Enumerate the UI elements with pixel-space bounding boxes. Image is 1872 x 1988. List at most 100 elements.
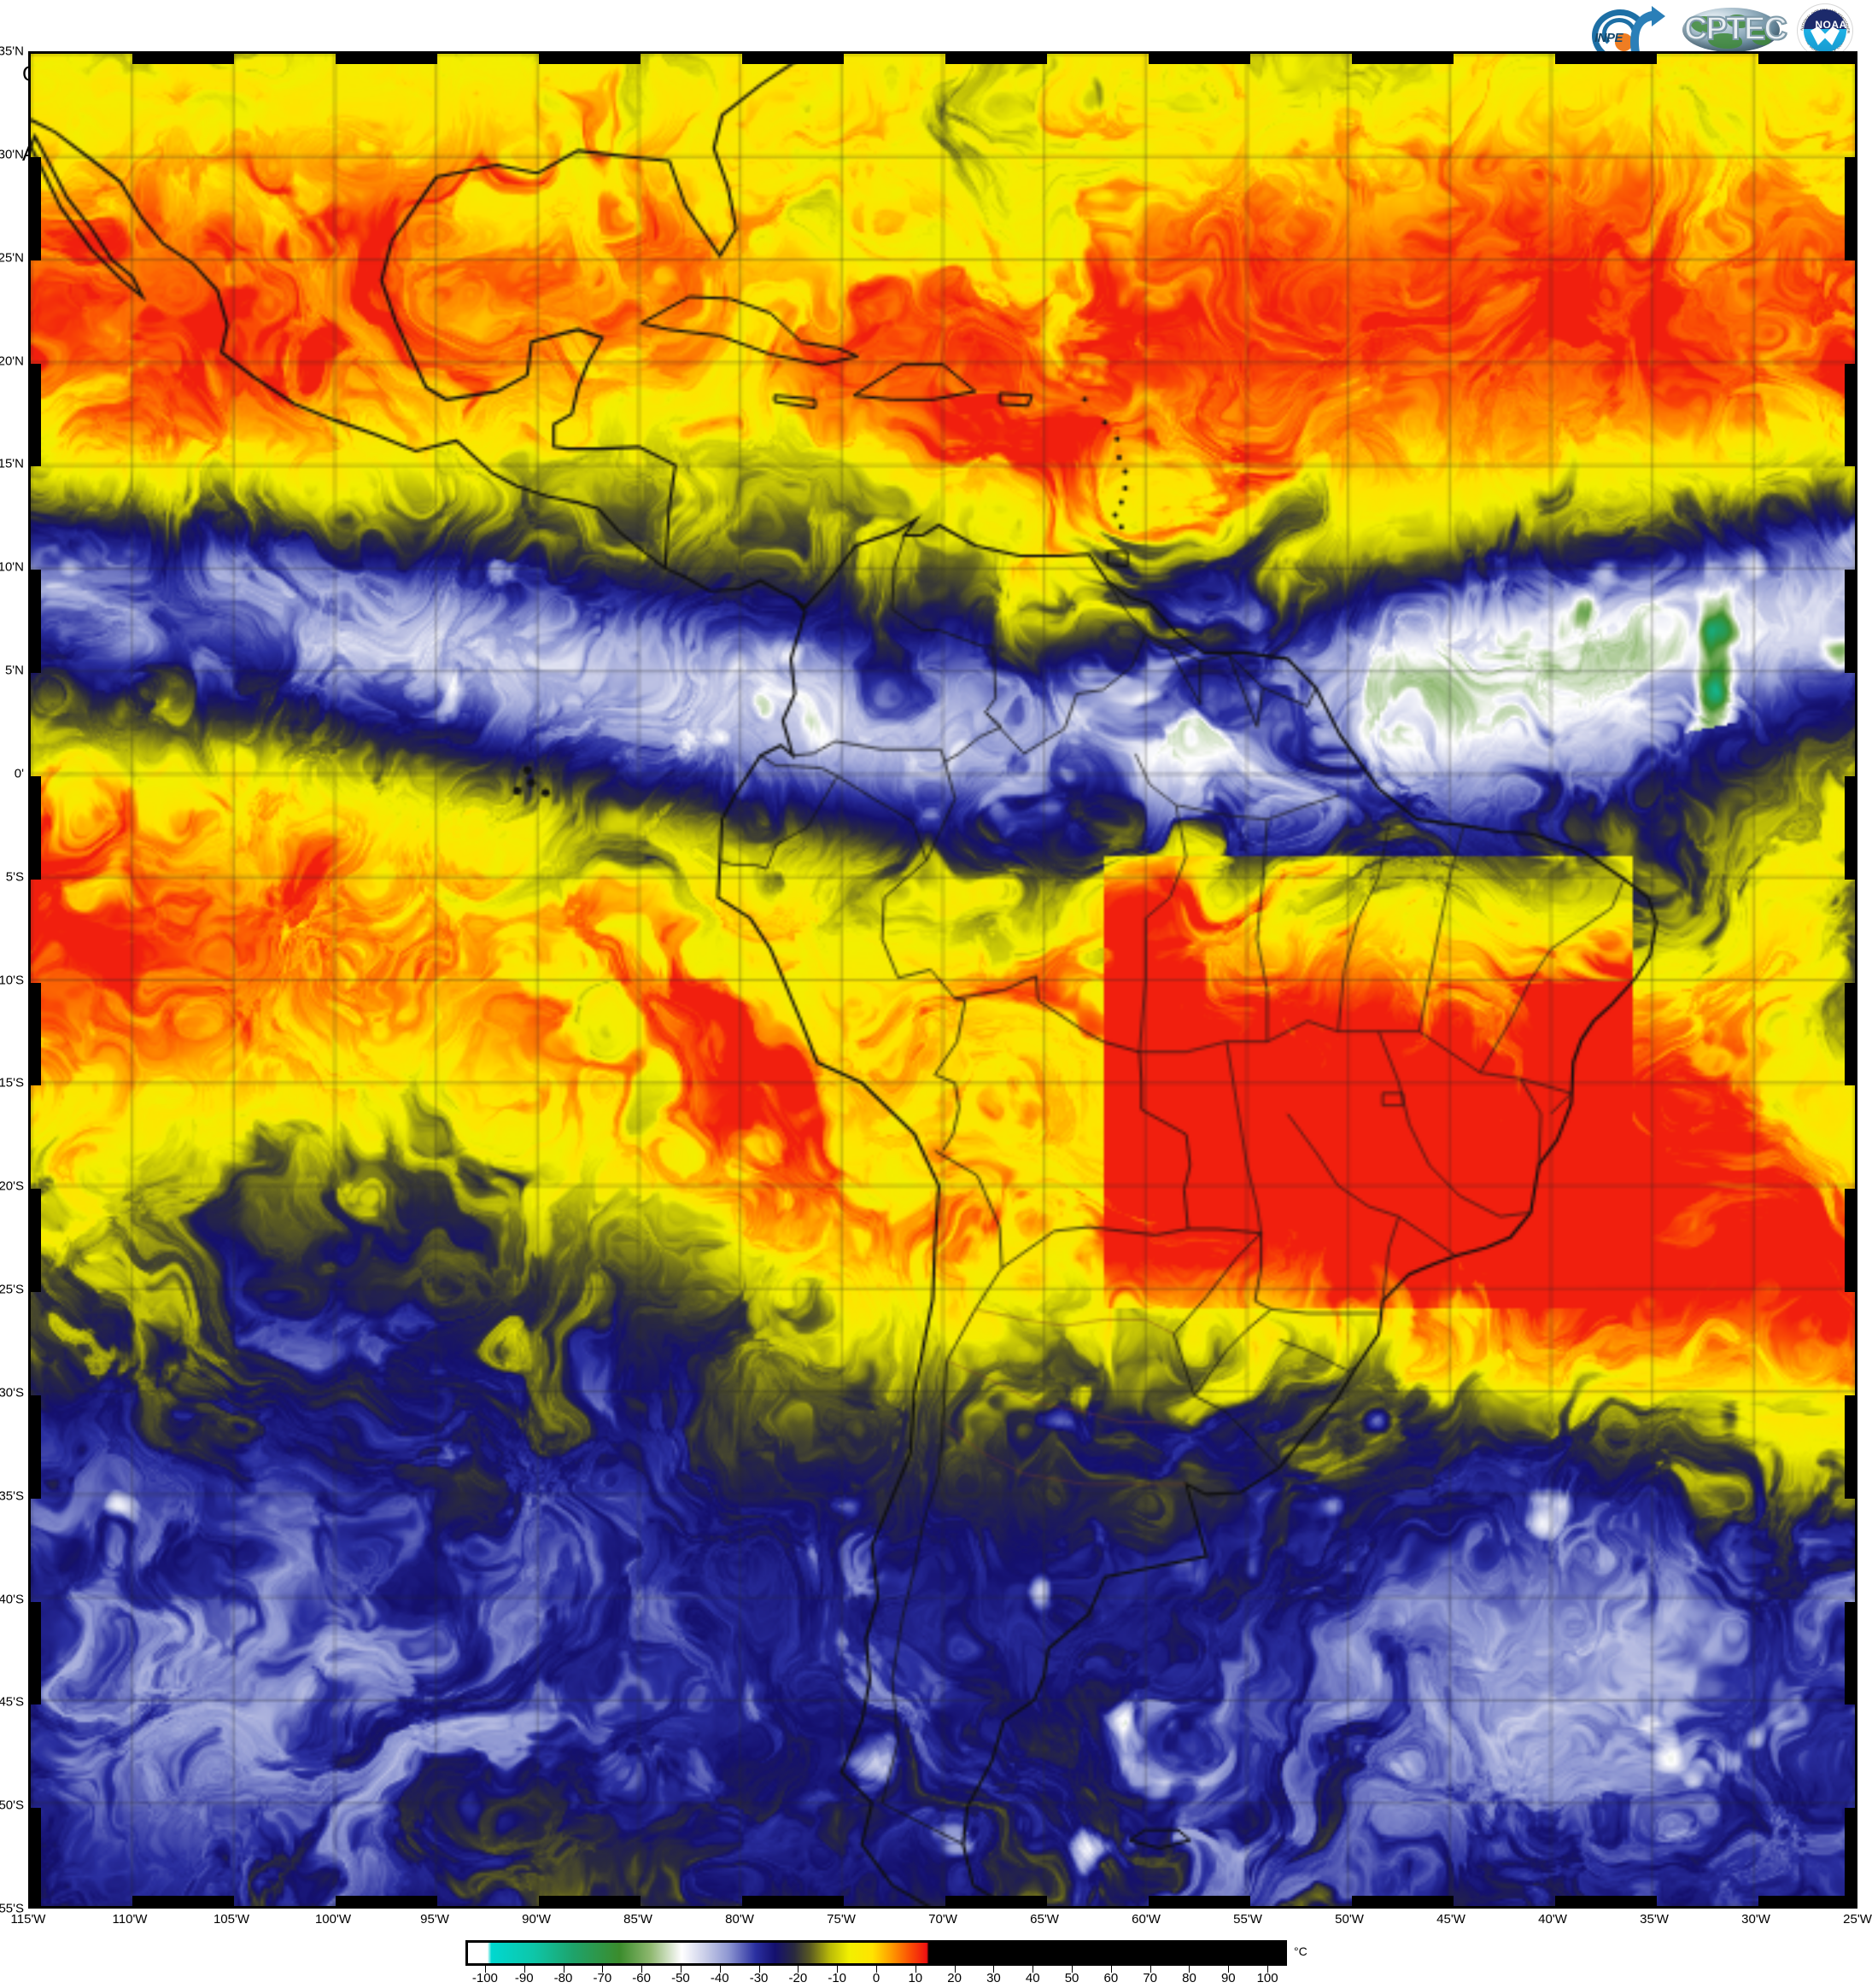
lon-tick-label: 85'W	[623, 1912, 652, 1927]
lat-tick-label: 55'S	[0, 1901, 24, 1916]
colorbar-gradient	[468, 1943, 1284, 1963]
colorbar-tick-label: -80	[553, 1971, 573, 1985]
colorbar-tick	[563, 1966, 565, 1973]
colorbar-tick-label: 20	[947, 1971, 962, 1985]
lon-tick-label: 35'W	[1640, 1912, 1669, 1927]
noaa-logo: NATIONAL OCEANIC AND ATMOSPHERIC ADMINIS…	[1790, 3, 1865, 58]
colorbar-tick-label: 30	[986, 1971, 1001, 1985]
colorbar-bar	[465, 1940, 1287, 1966]
lon-tick-label: 105'W	[213, 1912, 250, 1927]
colorbar-tick	[954, 1966, 956, 1973]
colorbar-tick-label: 10	[908, 1971, 923, 1985]
colorbar-tick	[1228, 1966, 1230, 1973]
lat-tick-label: 15'S	[0, 1075, 24, 1090]
colorbar-tick-label: 90	[1220, 1971, 1236, 1985]
lat-tick-label: 40'S	[0, 1592, 24, 1606]
map-imagery	[31, 54, 1855, 1906]
lat-tick-label: 25'N	[0, 250, 24, 266]
latitude-axis: 35'N 30'N 25'N 20'N 15'N 10'N 5'N 0' 5'S 10'S 15'S…	[0, 44, 28, 1916]
inpe-arrow-icon	[1630, 6, 1665, 52]
lon-tick-label: 80'W	[725, 1912, 754, 1927]
satellite-map[interactable]	[28, 51, 1857, 1909]
colorbar-tick	[798, 1966, 799, 1973]
colorbar-tick-label: -60	[632, 1971, 651, 1985]
colorbar-tick	[1072, 1966, 1073, 1973]
lat-tick-label: 50'S	[0, 1798, 24, 1813]
lon-tick-label: 30'W	[1741, 1912, 1770, 1927]
lon-tick-label: 100'W	[314, 1912, 352, 1927]
colorbar-tick-label: 60	[1103, 1971, 1119, 1985]
colorbar-tick-label: -50	[671, 1971, 690, 1985]
noaa-logo-text: NOAA	[1815, 19, 1846, 31]
lon-tick-label: 70'W	[928, 1912, 957, 1927]
colorbar-tick	[1150, 1966, 1151, 1973]
lat-tick-label: 30'N	[0, 147, 24, 162]
colorbar-tick	[758, 1966, 760, 1973]
colorbar-tick	[1189, 1966, 1190, 1973]
lon-tick-label: 110'W	[112, 1912, 148, 1927]
noaa-seal-icon: NATIONAL OCEANIC AND ATMOSPHERIC ADMINIS…	[1797, 3, 1853, 58]
lat-tick-label: 35'N	[0, 44, 24, 59]
lon-tick-label: 115'W	[10, 1912, 46, 1927]
lat-tick-label: 35'S	[0, 1488, 24, 1504]
longitude-axis: 115'W 110'W 105'W 100'W 95'W 90'W 85'W 80'W 75'W…	[11, 1910, 1872, 1932]
inpe-logo-text: INPE	[1594, 31, 1623, 45]
colorbar-tick-label: -30	[749, 1971, 769, 1985]
colorbar-tick-label: -40	[710, 1971, 729, 1985]
cptec-logo: CPTEC	[1679, 3, 1788, 57]
colorbar-tick	[837, 1966, 839, 1973]
colorbar-tick-label: -70	[593, 1971, 612, 1985]
lon-tick-label: 90'W	[522, 1912, 551, 1927]
lat-tick-label: 5'S	[5, 869, 24, 885]
lat-tick-label: 20'S	[0, 1178, 24, 1194]
colorbar-tick-label: 50	[1064, 1971, 1079, 1985]
colorbar-unit-label: °C	[1294, 1944, 1307, 1958]
lat-tick-label: 15'N	[0, 456, 24, 471]
colorbar-tick-label: 70	[1143, 1971, 1157, 1985]
cptec-logo-text: CPTEC	[1683, 10, 1788, 48]
colorbar-tick	[1267, 1966, 1269, 1973]
colorbar-tick	[524, 1966, 525, 1973]
colorbar-tick	[993, 1966, 995, 1973]
logo-bar: INPE CPTEC NATIONAL OCEANIC AND ATMOSPHE…	[1587, 2, 1865, 62]
colorbar-tick	[719, 1966, 721, 1973]
colorbar-tick-label: -100	[471, 1971, 498, 1985]
colorbar-tick	[1110, 1966, 1112, 1973]
colorbar-tick-label: -10	[828, 1971, 847, 1985]
noaa-bird-icon	[1811, 26, 1840, 45]
noaa-seal-inner-icon: NOAA	[1804, 9, 1846, 52]
colorbar-tick	[602, 1966, 604, 1973]
colorbar-labels: -100 -90 -80 -70 -60 -50 -40 -30 -20 -10 0 10 20 30 40…	[465, 1971, 1287, 1988]
lat-tick-label: 45'S	[0, 1694, 24, 1710]
colorbar-tick-label: 40	[1025, 1971, 1040, 1985]
colorbar-tick	[641, 1966, 643, 1973]
inpe-logo: INPE	[1587, 3, 1672, 62]
lon-tick-label: 65'W	[1030, 1912, 1059, 1927]
colorbar: -100 -90 -80 -70 -60 -50 -40 -30 -20 -10 0 10 20 30 40…	[465, 1940, 1328, 1988]
lon-tick-label: 95'W	[420, 1912, 449, 1927]
colorbar-ticks	[465, 1966, 1287, 1973]
map-frame	[28, 51, 1857, 1909]
lat-tick-label: 25'S	[0, 1282, 24, 1297]
lon-tick-label: 55'W	[1233, 1912, 1262, 1927]
lon-tick-label: 60'W	[1132, 1912, 1161, 1927]
lat-tick-label: 20'N	[0, 354, 24, 368]
colorbar-tick	[680, 1966, 682, 1973]
colorbar-tick-label: -90	[514, 1971, 534, 1985]
lon-tick-label: 40'W	[1538, 1912, 1567, 1927]
lon-tick-label: 45'W	[1436, 1912, 1465, 1927]
lat-tick-label: 0'	[14, 766, 24, 781]
lon-tick-label: 25'W	[1843, 1912, 1872, 1927]
colorbar-tick	[876, 1966, 877, 1973]
lon-tick-label: 75'W	[827, 1912, 856, 1927]
cptec-globe-icon	[1682, 8, 1780, 52]
colorbar-tick-label: -20	[788, 1971, 808, 1985]
colorbar-tick-label: 80	[1182, 1971, 1196, 1985]
colorbar-tick-label: 0	[872, 1971, 880, 1985]
lat-tick-label: 10'S	[0, 973, 24, 987]
lat-tick-label: 10'N	[0, 559, 24, 575]
colorbar-tick	[484, 1966, 486, 1973]
lat-tick-label: 30'S	[0, 1385, 24, 1400]
lon-tick-label: 50'W	[1335, 1912, 1364, 1927]
colorbar-tick-label: 100	[1256, 1971, 1278, 1985]
